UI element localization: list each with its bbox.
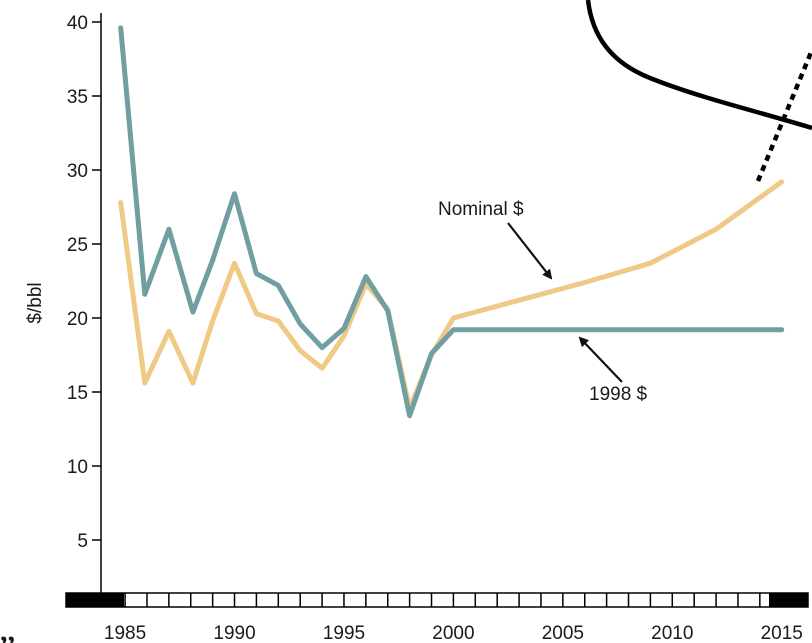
y-tick-label: 25: [67, 235, 88, 256]
x-tick-label: 1995: [323, 623, 365, 643]
fragment-mark: ,,: [0, 615, 15, 643]
series-line-1998-dollars: [118, 25, 785, 419]
series-layer: [118, 25, 785, 419]
x-tick-label: 2005: [542, 623, 584, 643]
y-tick-label: 30: [67, 161, 88, 182]
x-axis-bar: [65, 592, 809, 608]
x-tick-label: 2015: [761, 623, 803, 643]
y-tick-label: 10: [67, 457, 88, 478]
x-tick-label: 2010: [651, 623, 693, 643]
x-tick-label: 2000: [432, 623, 474, 643]
y-axis-label: $/bbl: [25, 282, 46, 323]
y-tick-label: 15: [67, 383, 88, 404]
annotation-nominal-arrow: [507, 222, 553, 280]
y-tick-label: 40: [67, 13, 88, 34]
y-tick-label: 5: [77, 531, 88, 552]
y-tick-label: 35: [67, 87, 88, 108]
timeline-bar-solid-right: [769, 593, 808, 607]
overlap-dotted-line: [755, 49, 812, 182]
series-line-nominal: [118, 179, 785, 411]
annotation-1998-arrow: [578, 336, 623, 383]
x-axis-tick-labels: 1985 1990 1995 2000 2005 2010 2015: [104, 623, 803, 643]
x-tick-label: 1990: [213, 623, 255, 643]
timeline-bar-frame: [65, 592, 809, 608]
annotation-nominal-label: Nominal $: [438, 199, 524, 220]
annotation-1998-label: 1998 $: [589, 384, 648, 405]
x-tick-label: 1985: [104, 623, 146, 643]
y-tick-label: 20: [67, 309, 88, 330]
overlap-black-curve: [585, 0, 812, 131]
timeline-bar-solid-left: [66, 593, 124, 607]
y-axis-ticks: 5 10 15 20 25 30 35 40: [67, 13, 101, 552]
